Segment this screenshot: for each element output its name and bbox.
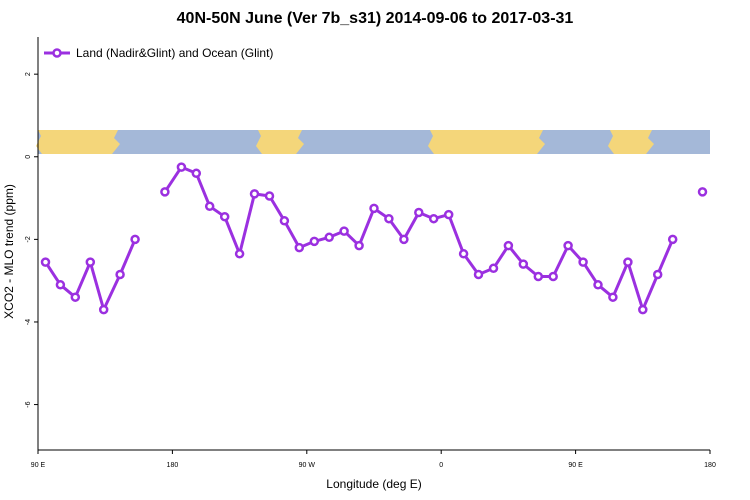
data-point <box>428 213 439 224</box>
data-point <box>219 211 230 222</box>
y-tick-label: 0 <box>25 155 32 159</box>
data-point <box>339 226 349 236</box>
data-point <box>473 269 484 280</box>
data-point <box>40 257 51 267</box>
legend-marker <box>52 48 62 58</box>
data-point <box>234 249 245 259</box>
data-point <box>384 213 394 224</box>
data-point <box>176 162 187 172</box>
data-point <box>652 269 663 280</box>
y-tick-label: -2 <box>25 236 32 242</box>
data-point <box>697 187 708 197</box>
data-point <box>191 168 202 179</box>
data-point <box>443 209 454 220</box>
data-point <box>264 191 275 201</box>
data-point <box>638 304 648 315</box>
chart-title: 40N-50N June (Ver 7b_s31) 2014-09-06 to … <box>176 10 574 27</box>
plot-frame <box>37 37 710 451</box>
x-tick-label: 90 E <box>568 462 583 469</box>
x-axis: 90 E 180 90 W 0 90 E 180 <box>31 450 716 469</box>
x-axis-label: Longitude (deg E) <box>326 477 421 491</box>
data-point <box>279 216 290 226</box>
x-tick-label: 90 E <box>31 462 46 469</box>
x-tick-label: 90 W <box>299 462 316 469</box>
y-tick-label: 2 <box>25 72 32 76</box>
data-point <box>70 292 81 302</box>
data-point <box>533 271 544 282</box>
data-point <box>518 259 529 269</box>
data-point <box>578 257 588 267</box>
y-tick-label: -4 <box>25 319 32 325</box>
legend: Land (Nadir&Glint) and Ocean (Glint) <box>44 46 273 60</box>
legend-label: Land (Nadir&Glint) and Ocean (Glint) <box>76 46 273 60</box>
data-point <box>593 280 603 290</box>
map-strip-land <box>428 130 545 154</box>
data-point <box>458 249 469 259</box>
data-point <box>309 236 320 247</box>
data-point <box>115 269 125 280</box>
data-point <box>85 257 96 267</box>
data-point <box>503 240 514 251</box>
continent-map-strip <box>36 130 710 154</box>
map-strip-land <box>256 130 304 154</box>
y-tick-label: -6 <box>25 401 32 407</box>
data-point <box>354 240 364 251</box>
data-point <box>563 240 573 251</box>
x-tick-label: 180 <box>167 462 179 469</box>
data-point <box>548 271 558 282</box>
data-point <box>130 234 140 245</box>
data-point <box>55 280 66 290</box>
data-point <box>369 203 379 214</box>
data-point <box>414 207 424 218</box>
series-points <box>40 162 708 315</box>
data-point <box>204 201 215 212</box>
data-point <box>399 234 409 245</box>
y-axis-label: XCO2 - MLO trend (ppm) <box>2 184 16 319</box>
data-point <box>98 304 109 315</box>
map-strip-land <box>608 130 654 154</box>
data-point <box>294 242 305 253</box>
map-strip-ocean <box>38 130 710 154</box>
data-point <box>488 263 499 274</box>
data-point <box>324 232 334 243</box>
data-point <box>623 257 633 267</box>
data-point <box>667 234 678 245</box>
data-point <box>608 292 618 302</box>
y-axis: 2 0 -2 -4 -6 <box>25 72 38 408</box>
x-tick-label: 180 <box>704 462 716 469</box>
x-tick-label: 0 <box>439 462 443 469</box>
data-point <box>160 187 170 197</box>
map-strip-land <box>36 130 120 154</box>
data-point <box>249 189 260 199</box>
